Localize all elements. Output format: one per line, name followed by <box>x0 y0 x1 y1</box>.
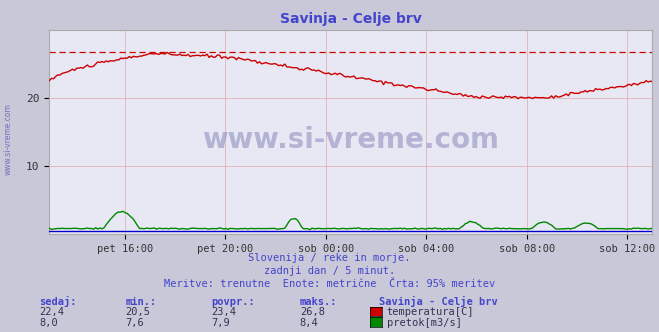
Text: www.si-vreme.com: www.si-vreme.com <box>202 126 500 154</box>
Text: Meritve: trenutne  Enote: metrične  Črta: 95% meritev: Meritve: trenutne Enote: metrične Črta: … <box>164 279 495 289</box>
Text: pretok[m3/s]: pretok[m3/s] <box>387 318 462 328</box>
Text: min.:: min.: <box>125 297 156 307</box>
Text: 8,0: 8,0 <box>40 318 58 328</box>
Text: 22,4: 22,4 <box>40 307 65 317</box>
Text: povpr.:: povpr.: <box>211 297 254 307</box>
Text: 8,4: 8,4 <box>300 318 318 328</box>
Text: 23,4: 23,4 <box>211 307 236 317</box>
Text: zadnji dan / 5 minut.: zadnji dan / 5 minut. <box>264 266 395 276</box>
Text: maks.:: maks.: <box>300 297 337 307</box>
Text: Slovenija / reke in morje.: Slovenija / reke in morje. <box>248 253 411 263</box>
Text: Savinja - Celje brv: Savinja - Celje brv <box>379 296 498 307</box>
Title: Savinja - Celje brv: Savinja - Celje brv <box>280 12 422 26</box>
Text: 7,6: 7,6 <box>125 318 144 328</box>
Text: temperatura[C]: temperatura[C] <box>387 307 474 317</box>
Text: 26,8: 26,8 <box>300 307 325 317</box>
Text: sedaj:: sedaj: <box>40 296 77 307</box>
Text: 7,9: 7,9 <box>211 318 229 328</box>
Text: www.si-vreme.com: www.si-vreme.com <box>3 104 13 175</box>
Text: 20,5: 20,5 <box>125 307 150 317</box>
